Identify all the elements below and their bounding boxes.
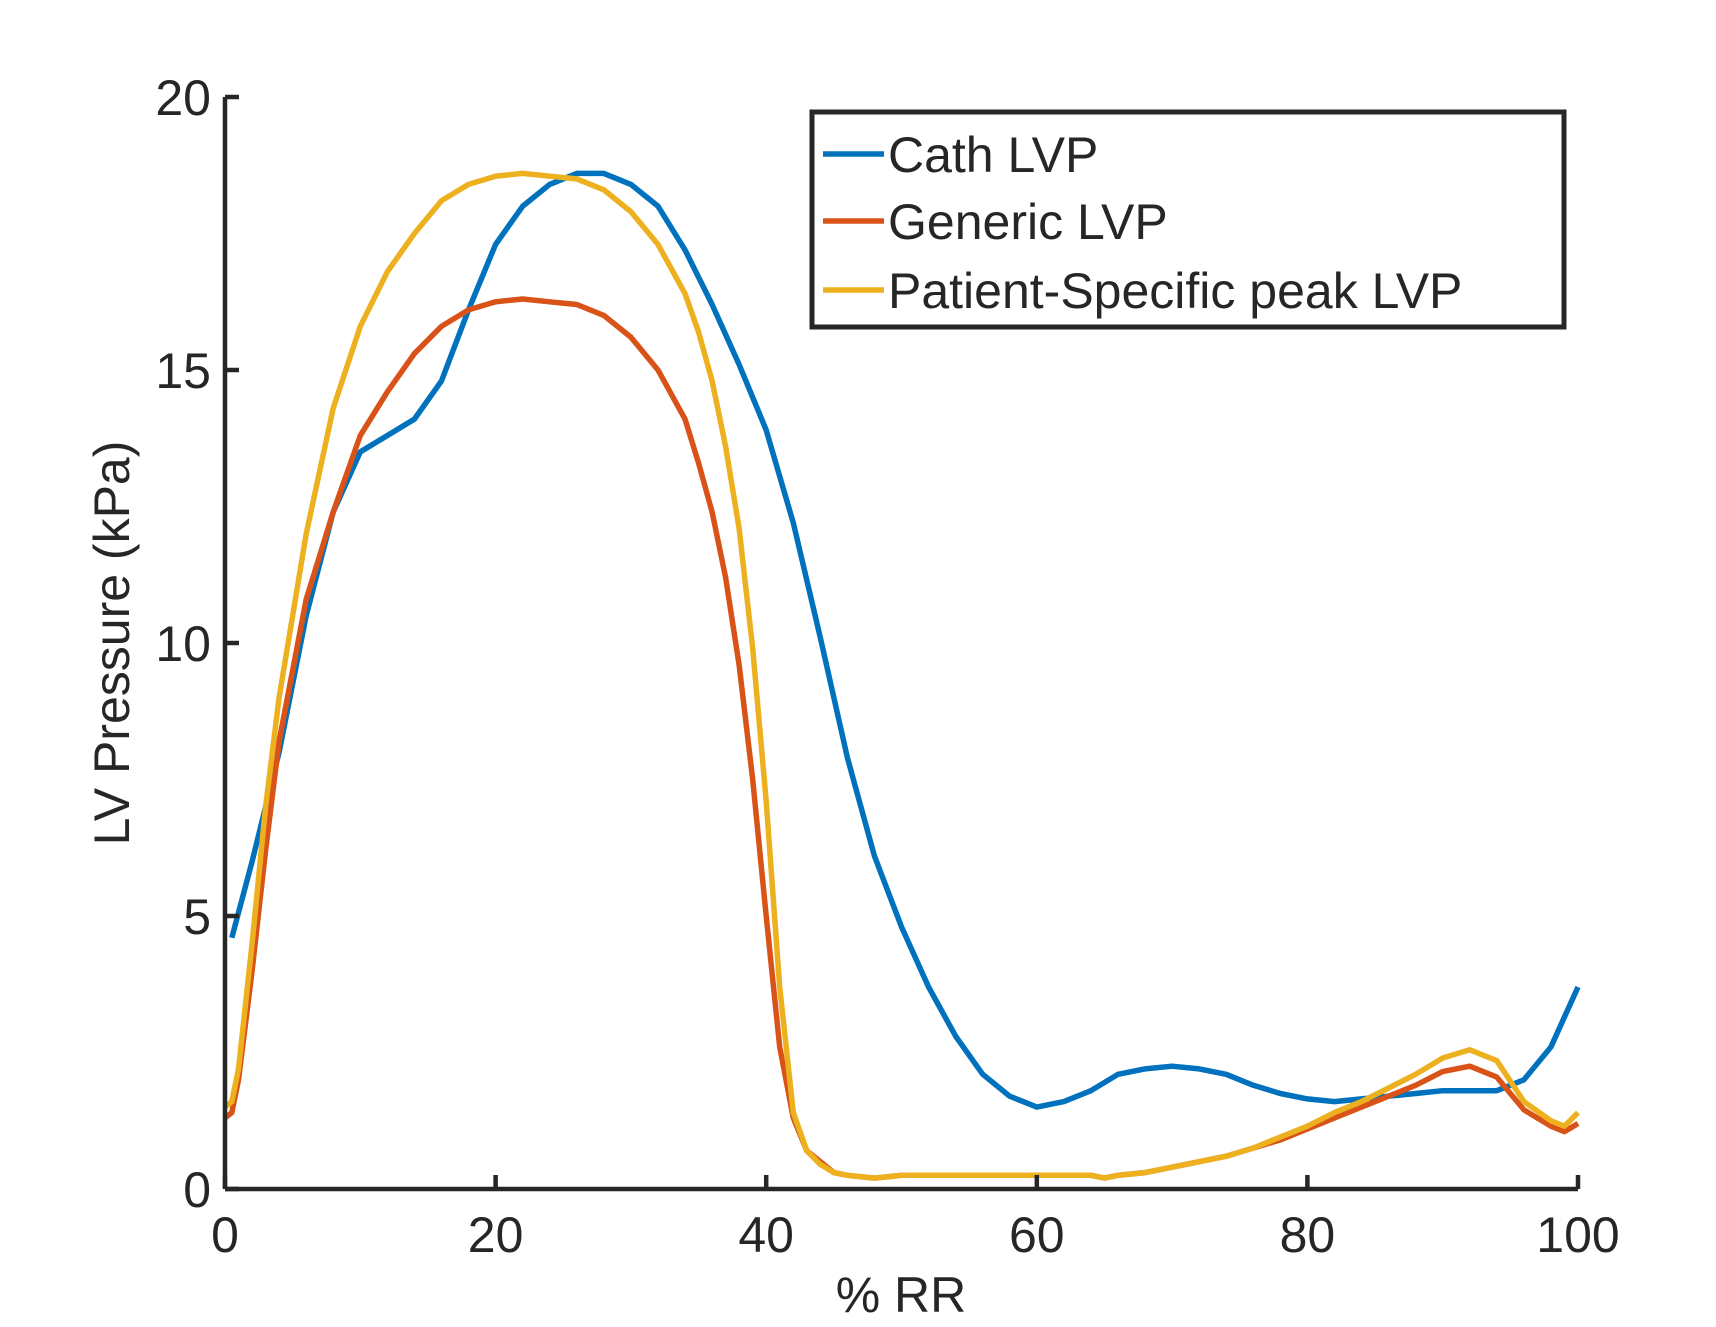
legend-box [809,109,1567,330]
legend: Cath LVP Generic LVP Patient-Specific pe… [809,109,1567,330]
y-tick-label-1: 5 [183,889,211,945]
x-tick-label-5: 100 [1536,1207,1619,1263]
x-axis-label: % RR [836,1267,967,1322]
series-line-2 [223,170,1580,1181]
legend-label-0: Cath LVP [888,127,1098,183]
x-tick-label-1: 20 [468,1207,524,1263]
series-line-0 [229,170,1581,1110]
ticks-layer: 0 20 40 60 80 100 0 5 10 15 20 [155,70,1619,1263]
y-axis-label: LV Pressure (kPa) [84,441,140,846]
legend-entry-2: Patient-Specific peak LVP [823,263,1462,319]
legend-label-2: Patient-Specific peak LVP [888,263,1462,319]
y-tick-label-2: 10 [155,616,211,672]
x-tick-label-4: 80 [1280,1207,1336,1263]
y-tick-label-3: 15 [155,343,211,399]
x-tick-label-2: 40 [738,1207,794,1263]
legend-entry-0: Cath LVP [823,127,1098,183]
y-tick-label-4: 20 [155,70,211,126]
series-layer [223,170,1581,1181]
legend-entry-1: Generic LVP [823,194,1168,250]
legend-label-1: Generic LVP [888,194,1168,250]
x-tick-label-0: 0 [211,1207,239,1263]
series-line-1 [223,296,1580,1181]
y-tick-label-0: 0 [183,1162,211,1218]
x-tick-label-3: 60 [1009,1207,1065,1263]
